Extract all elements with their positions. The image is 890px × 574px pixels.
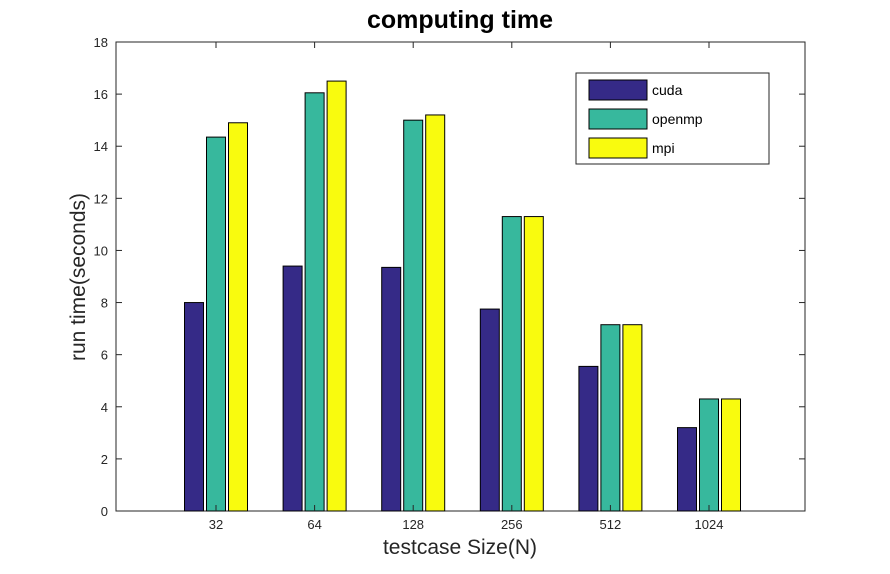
bar-openmp-1024 bbox=[699, 398, 719, 512]
y-tick-label: 4 bbox=[101, 400, 108, 415]
legend-label-openmp: openmp bbox=[652, 111, 703, 127]
bar-openmp-32 bbox=[206, 136, 226, 512]
bar-mpi-1024 bbox=[721, 398, 741, 512]
y-tick-label: 0 bbox=[101, 504, 108, 519]
y-tick-label: 10 bbox=[94, 243, 108, 258]
bar-openmp-512 bbox=[600, 324, 621, 512]
legend: cuda openmp mpi bbox=[575, 72, 770, 165]
x-tick-label: 64 bbox=[307, 517, 321, 532]
chart-title: computing time bbox=[367, 6, 553, 34]
y-tick-label: 16 bbox=[94, 87, 108, 102]
x-tick-label: 1024 bbox=[695, 517, 724, 532]
bar-mpi-32 bbox=[228, 122, 248, 512]
x-tick-label: 512 bbox=[600, 517, 622, 532]
x-tick-label: 256 bbox=[501, 517, 523, 532]
y-axis-ticks: 0 2 4 6 8 10 12 14 16 18 bbox=[94, 35, 805, 519]
bar-cuda-128 bbox=[381, 266, 402, 512]
y-tick-label: 12 bbox=[94, 191, 108, 206]
y-tick-label: 6 bbox=[101, 348, 108, 363]
bar-openmp-128 bbox=[403, 119, 424, 512]
legend-swatch-cuda bbox=[588, 79, 648, 101]
bar-mpi-512 bbox=[622, 324, 643, 512]
legend-swatch-openmp bbox=[588, 108, 648, 130]
bar-openmp-64 bbox=[304, 92, 325, 512]
bar-mpi-128 bbox=[425, 114, 446, 512]
bar-cuda-1024 bbox=[677, 427, 697, 512]
y-tick-label: 14 bbox=[94, 139, 108, 154]
legend-label-cuda: cuda bbox=[652, 82, 683, 98]
bars bbox=[184, 80, 741, 512]
x-tick-label: 32 bbox=[209, 517, 223, 532]
bar-cuda-512 bbox=[578, 365, 599, 512]
bar-mpi-256 bbox=[523, 216, 544, 512]
x-tick-label: 128 bbox=[402, 517, 424, 532]
bar-cuda-32 bbox=[184, 302, 204, 512]
x-axis-title: testcase Size(N) bbox=[383, 536, 537, 559]
legend-label-mpi: mpi bbox=[652, 140, 675, 156]
x-axis-ticks: 32 64 128 256 512 1024 bbox=[209, 42, 724, 532]
y-axis-title: run time(seconds) bbox=[67, 193, 90, 361]
bar-openmp-256 bbox=[501, 216, 522, 512]
y-tick-label: 8 bbox=[101, 296, 108, 311]
bar-mpi-64 bbox=[326, 80, 347, 512]
y-tick-label: 18 bbox=[94, 35, 108, 50]
legend-swatch-mpi bbox=[588, 137, 648, 159]
bar-cuda-256 bbox=[479, 308, 500, 512]
y-tick-label: 2 bbox=[101, 452, 108, 467]
bar-cuda-64 bbox=[282, 265, 303, 512]
